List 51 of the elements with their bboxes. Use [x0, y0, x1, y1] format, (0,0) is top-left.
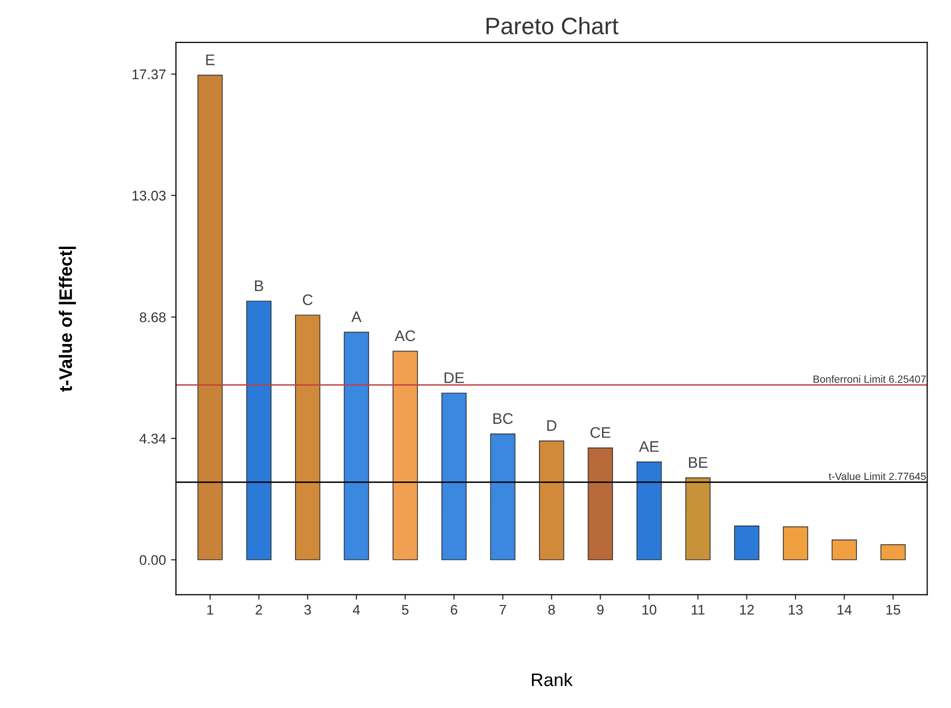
y-tick-label: 17.37: [132, 69, 166, 80]
bar: [246, 300, 272, 560]
ref-line-label: Bonferroni Limit 6.25407: [814, 375, 926, 383]
x-tick-label: 8: [548, 604, 555, 615]
bar: [734, 526, 760, 560]
x-tick-label: 2: [256, 604, 262, 615]
x-tick-label: 15: [886, 604, 900, 615]
bar: [344, 332, 370, 560]
annotation: AE: [638, 441, 659, 452]
bar: [197, 74, 223, 560]
bar: [441, 392, 467, 560]
bar: [392, 350, 418, 560]
annotation: BC: [493, 413, 513, 424]
x-tick-label: 14: [838, 604, 852, 615]
x-tick-label: 10: [642, 604, 656, 615]
y-axis-title: t-Value of |Effect|: [58, 246, 76, 392]
annotation: BE: [689, 457, 708, 468]
x-tick-label: 3: [304, 604, 311, 615]
y-tick-label: 8.68: [140, 312, 166, 322]
x-tick-label: 6: [450, 604, 458, 615]
y-tick-label: 13.03: [132, 190, 166, 201]
bar: [490, 434, 516, 560]
annotation: DE: [444, 372, 464, 384]
annotation: CE: [590, 427, 610, 438]
bar: [636, 461, 662, 560]
bar: [538, 440, 564, 560]
x-axis-title: Rank: [532, 672, 573, 686]
chart-title: Pareto Chart: [486, 17, 618, 34]
ref-line-label: t-Value Limit 2.77645: [828, 472, 926, 480]
annotation: A: [351, 312, 362, 322]
bar: [782, 526, 808, 560]
bar: [685, 477, 711, 560]
x-tick-label: 11: [692, 604, 704, 615]
x-tick-label: 4: [352, 604, 360, 615]
annotation: E: [206, 54, 215, 66]
x-tick-label: 13: [788, 604, 803, 615]
bar: [295, 314, 320, 560]
y-tick-label: 0.00: [140, 555, 166, 565]
x-tick-label: 12: [740, 604, 754, 615]
x-tick-label: 1: [207, 604, 214, 615]
annotation: AC: [394, 330, 416, 342]
bar: [588, 448, 613, 560]
x-tick-label: 9: [597, 604, 604, 615]
bar: [880, 544, 906, 560]
annotation: C: [302, 294, 313, 306]
x-tick-label: 5: [402, 604, 409, 615]
bar: [832, 539, 857, 560]
x-tick-label: 7: [500, 604, 506, 615]
y-tick-label: 4.34: [140, 434, 166, 444]
annotation: D: [547, 420, 556, 431]
annotation: B: [255, 280, 264, 292]
